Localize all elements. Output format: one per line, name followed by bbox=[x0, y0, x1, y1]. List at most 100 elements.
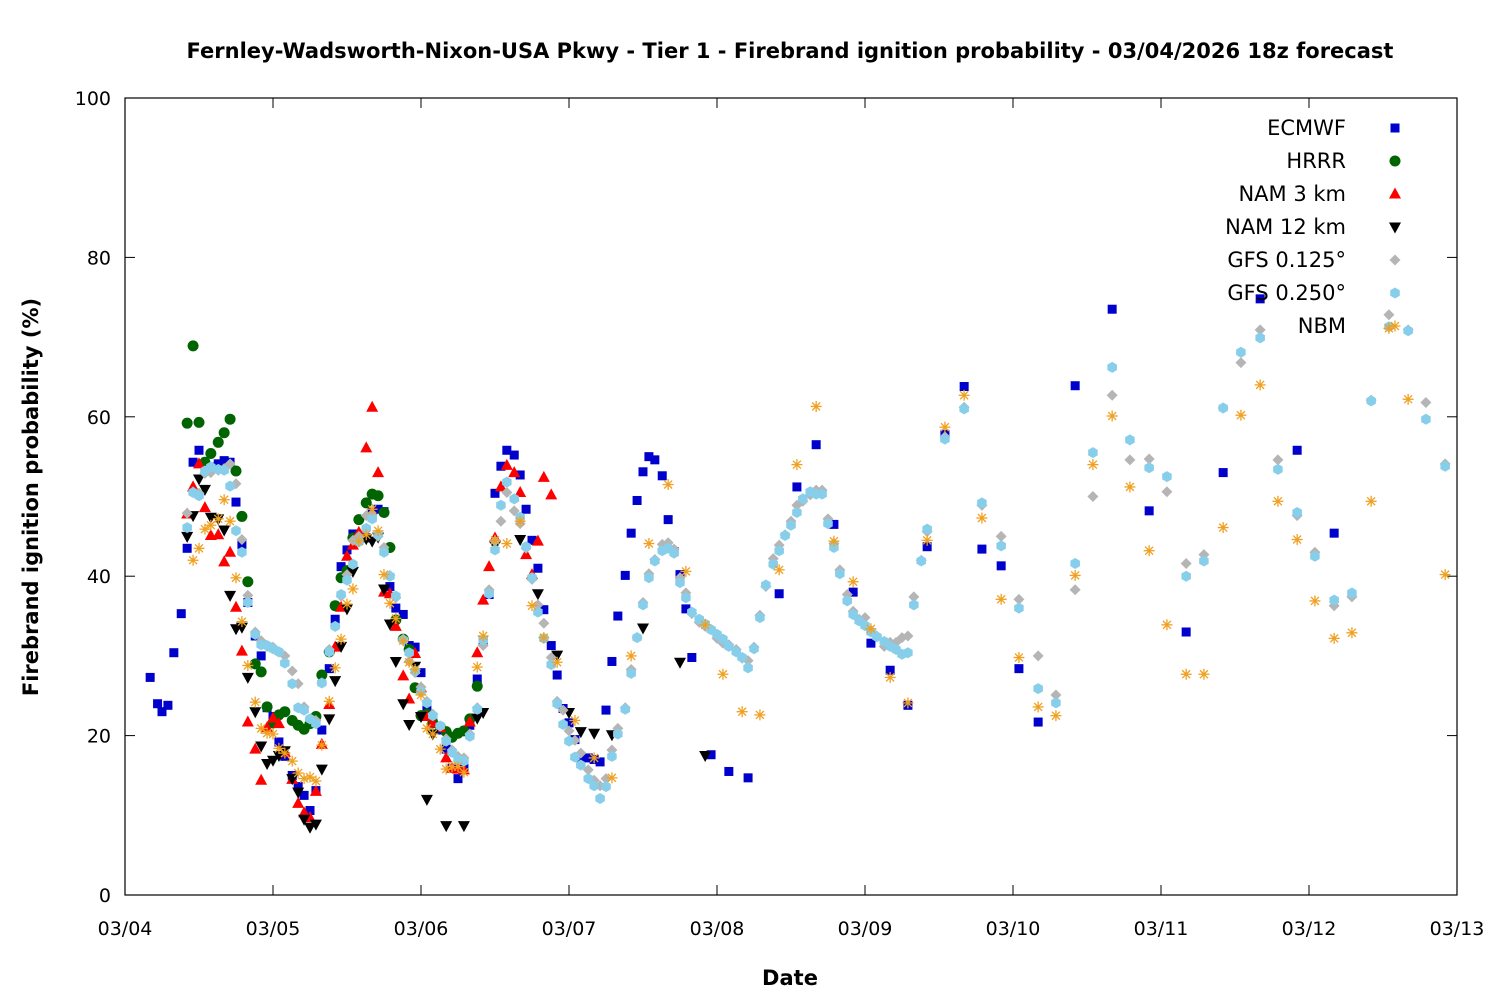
data-point-nbm bbox=[409, 663, 421, 675]
data-point-ecmwf bbox=[533, 563, 543, 573]
data-point-gfs-0-250 bbox=[749, 643, 759, 655]
data-point-ecmwf bbox=[231, 497, 241, 507]
data-point-nbm bbox=[884, 671, 896, 683]
data-point-nbm bbox=[939, 421, 951, 433]
data-point-ecmwf bbox=[1329, 528, 1339, 538]
data-point-gfs-0-250 bbox=[1347, 587, 1357, 599]
data-point-hrrr bbox=[224, 413, 236, 425]
data-point-ecmwf bbox=[539, 605, 549, 615]
data-point-nbm bbox=[1439, 569, 1451, 581]
data-point-gfs-0-250 bbox=[317, 677, 327, 689]
data-point-ecmwf bbox=[959, 382, 969, 392]
data-point-hrrr bbox=[218, 427, 230, 439]
data-point-ecmwf bbox=[657, 471, 667, 481]
data-point-hrrr bbox=[236, 510, 248, 522]
data-point-ecmwf bbox=[416, 668, 426, 678]
legend-label-nam-12-km: NAM 12 km bbox=[1225, 215, 1346, 239]
legend-label-gfs-0-250: GFS 0.250° bbox=[1227, 281, 1346, 305]
data-point-ecmwf bbox=[169, 648, 179, 658]
data-point-gfs-0-250 bbox=[798, 493, 808, 505]
data-point-nbm bbox=[1050, 710, 1062, 722]
data-point-nbm bbox=[526, 600, 538, 612]
data-point-nbm bbox=[1106, 410, 1118, 422]
data-point-ecmwf bbox=[620, 570, 630, 580]
data-point-nam-12-km bbox=[218, 525, 231, 537]
data-point-gfs-0-125 bbox=[286, 665, 298, 677]
data-point-ecmwf bbox=[157, 707, 167, 717]
data-point-hrrr bbox=[249, 658, 261, 670]
data-point-ecmwf bbox=[391, 603, 401, 613]
x-tick-label: 03/13 bbox=[1430, 918, 1485, 940]
data-point-ecmwf bbox=[194, 445, 204, 455]
data-point-gfs-0-125 bbox=[1180, 557, 1192, 569]
data-point-ecmwf bbox=[472, 674, 482, 684]
data-point-nam-3-km bbox=[360, 441, 373, 453]
data-point-ecmwf bbox=[256, 651, 266, 661]
data-point-ecmwf bbox=[1292, 445, 1302, 455]
data-point-nam-12-km bbox=[292, 787, 305, 799]
data-point-gfs-0-250 bbox=[644, 572, 654, 584]
data-point-ecmwf bbox=[453, 774, 463, 784]
data-point-gfs-0-125 bbox=[1050, 689, 1062, 701]
data-point-gfs-0-250 bbox=[465, 730, 475, 742]
legend-marker-nam-12-km bbox=[1389, 222, 1401, 234]
data-point-gfs-0-250 bbox=[774, 545, 784, 557]
series-hrrr bbox=[181, 340, 483, 743]
data-point-nam-3-km bbox=[241, 715, 254, 727]
data-point-ecmwf bbox=[724, 766, 734, 776]
data-point-nam-3-km bbox=[514, 486, 527, 498]
data-point-ecmwf bbox=[324, 664, 334, 674]
data-point-nam-3-km bbox=[500, 458, 513, 470]
data-point-gfs-0-250 bbox=[959, 403, 969, 415]
data-point-ecmwf bbox=[305, 806, 315, 816]
legend-label-nam-3-km: NAM 3 km bbox=[1238, 182, 1346, 206]
data-point-nam-12-km bbox=[531, 589, 544, 601]
data-point-nam-12-km bbox=[551, 650, 564, 662]
data-point-gfs-0-125 bbox=[538, 617, 550, 629]
data-point-ecmwf bbox=[681, 604, 691, 614]
data-point-nam-12-km bbox=[267, 755, 279, 767]
data-point-nbm bbox=[1180, 668, 1192, 680]
data-point-gfs-0-125 bbox=[1272, 454, 1284, 466]
legend-marker-nbm bbox=[1389, 320, 1401, 332]
data-point-nbm bbox=[224, 515, 236, 527]
data-point-nam-12-km bbox=[329, 676, 342, 688]
y-tick-label: 40 bbox=[87, 566, 111, 588]
data-point-ecmwf bbox=[626, 528, 636, 538]
data-point-gfs-0-125 bbox=[495, 515, 507, 527]
series-gfs-0-250 bbox=[182, 321, 1450, 805]
data-point-nbm bbox=[902, 697, 914, 709]
data-point-nam-12-km bbox=[397, 699, 410, 711]
data-point-gfs-0-250 bbox=[558, 718, 568, 730]
x-tick-label: 03/05 bbox=[246, 918, 301, 940]
data-point-ecmwf bbox=[293, 782, 303, 792]
data-point-gfs-0-250 bbox=[620, 703, 630, 715]
data-point-nbm bbox=[471, 661, 483, 673]
data-point-nbm bbox=[501, 538, 513, 550]
data-point-nbm bbox=[292, 767, 304, 779]
data-point-gfs-0-250 bbox=[404, 647, 414, 659]
y-tick-label: 80 bbox=[87, 247, 111, 269]
data-point-nbm bbox=[205, 519, 217, 531]
data-point-nam-12-km bbox=[181, 531, 194, 543]
x-axis-label: Date bbox=[762, 966, 818, 990]
data-point-gfs-0-250 bbox=[675, 577, 685, 589]
chart-title: Fernley-Wadsworth-Nixon-USA Pkwy - Tier … bbox=[187, 39, 1394, 63]
data-point-nbm bbox=[249, 696, 261, 708]
data-point-nbm bbox=[1272, 495, 1284, 507]
data-point-nam-3-km bbox=[531, 534, 544, 546]
data-point-ecmwf bbox=[330, 614, 340, 624]
data-point-nbm bbox=[477, 630, 489, 642]
data-point-nam-3-km bbox=[193, 457, 205, 469]
data-point-gfs-0-125 bbox=[1013, 593, 1025, 605]
data-point-gfs-0-125 bbox=[1106, 389, 1118, 401]
data-point-gfs-0-250 bbox=[367, 513, 377, 525]
data-point-nbm bbox=[415, 689, 427, 701]
data-point-gfs-0-250 bbox=[441, 735, 451, 747]
data-point-hrrr bbox=[187, 340, 199, 352]
data-point-nam-12-km bbox=[420, 794, 433, 806]
data-point-nbm bbox=[1013, 651, 1025, 663]
data-point-ecmwf bbox=[1181, 627, 1191, 637]
data-point-gfs-0-125 bbox=[181, 507, 193, 519]
